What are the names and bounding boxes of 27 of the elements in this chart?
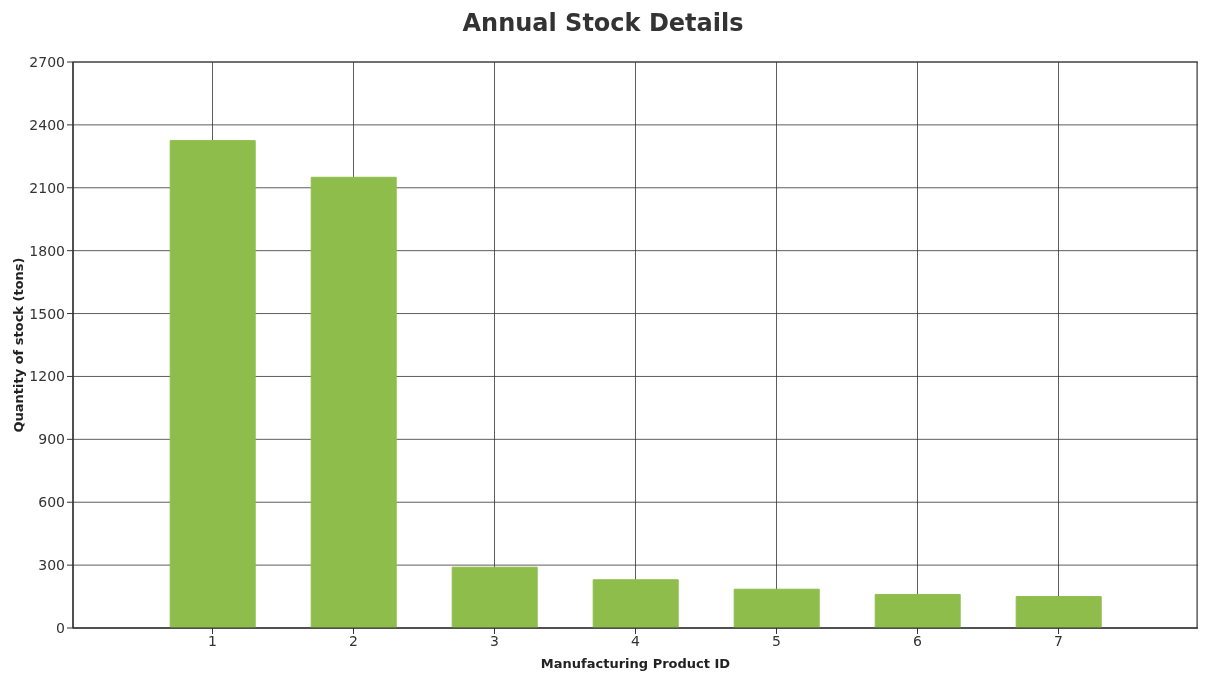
- bar: [592, 579, 679, 628]
- y-tick-label: 900: [38, 431, 65, 448]
- bar: [169, 140, 256, 628]
- y-tick-label: 300: [38, 557, 65, 574]
- y-axis-title: Quantity of stock (tons): [10, 257, 26, 433]
- bar: [733, 588, 820, 628]
- x-tick-label: 3: [490, 632, 499, 649]
- bar: [451, 566, 538, 628]
- bar: [874, 593, 961, 628]
- y-tick-label: 1800: [29, 242, 65, 259]
- y-tick-label: 1200: [29, 368, 65, 385]
- x-tick-label: 4: [631, 632, 641, 649]
- chart-title: Annual Stock Details: [461, 8, 745, 39]
- x-tick-label: 5: [772, 632, 781, 649]
- bar: [1015, 596, 1102, 628]
- y-tick-label: 0: [56, 619, 65, 636]
- x-tick-label: 2: [349, 632, 358, 649]
- x-tick-label: 6: [913, 632, 923, 649]
- x-tick-label: 7: [1054, 632, 1063, 649]
- y-tick-label: 2100: [29, 179, 65, 196]
- y-tick-label: 600: [38, 494, 65, 511]
- bar: [310, 176, 397, 628]
- y-tick-label: 2400: [29, 116, 65, 133]
- x-tick-label: 1: [208, 632, 217, 649]
- y-tick-label: 2700: [29, 53, 65, 70]
- y-tick-label: 1500: [29, 305, 65, 322]
- x-axis-title: Manufacturing Product ID: [540, 656, 731, 671]
